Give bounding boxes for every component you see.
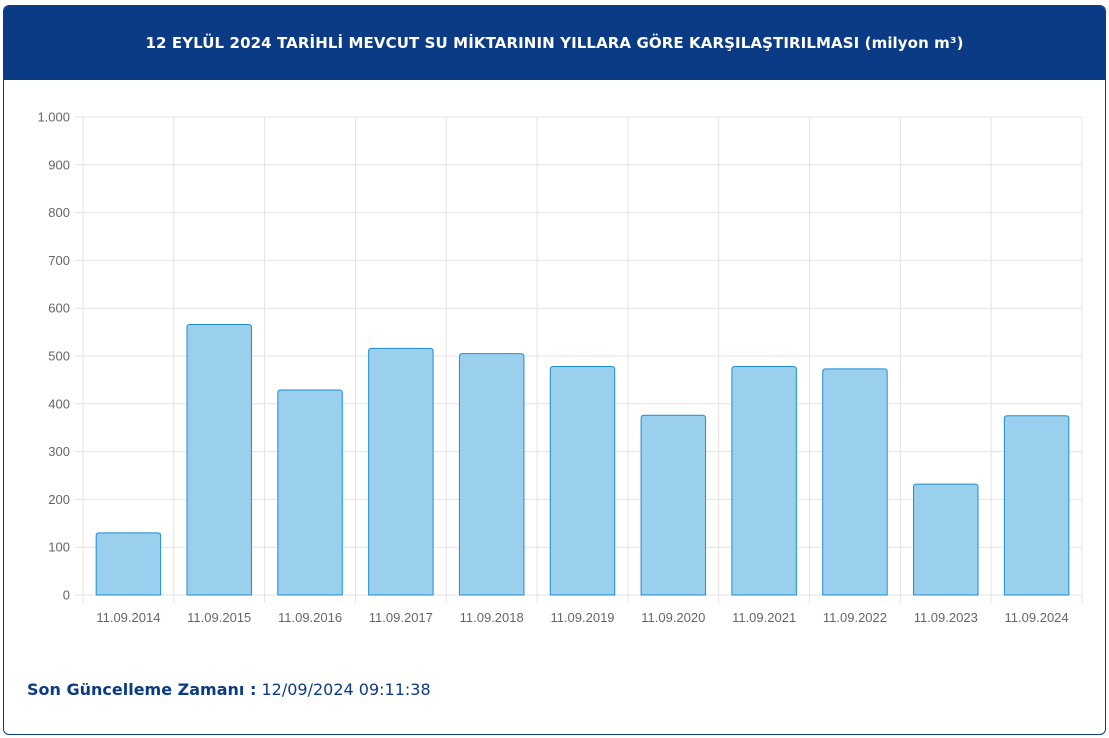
x-tick-label: 11.09.2014 [96,610,160,625]
y-tick-label: 500 [48,349,70,364]
bar [186,323,252,596]
bar [368,347,434,596]
x-tick-label: 11.09.2019 [550,610,614,625]
y-tick-label: 600 [48,301,70,316]
bar [95,532,162,596]
x-tick-label: 11.09.2017 [369,610,433,625]
bar [822,368,888,596]
chart-header: 12 EYLÜL 2024 TARİHLİ MEVCUT SU MİKTARIN… [4,6,1105,80]
last-update: Son Güncelleme Zamanı : 12/09/2024 09:11… [27,680,431,699]
y-tick-label: 700 [48,253,70,268]
x-tick-label: 11.09.2015 [187,610,251,625]
y-tick-label: 800 [48,205,70,220]
bar [549,366,616,596]
bar [640,414,707,596]
last-update-label: Son Güncelleme Zamanı : [27,680,257,699]
x-tick-label: 11.09.2024 [1005,610,1069,625]
last-update-value: 12/09/2024 09:11:38 [261,680,431,699]
bar [277,389,343,596]
y-tick-label: 1.000 [37,110,70,125]
bar [458,353,525,596]
chart-title: 12 EYLÜL 2024 TARİHLİ MEVCUT SU MİKTARIN… [145,34,964,52]
y-tick-label: 900 [48,157,70,172]
y-tick-label: 0 [63,588,70,603]
y-tick-label: 300 [48,444,70,459]
x-tick-label: 11.09.2020 [641,610,705,625]
y-tick-label: 200 [48,492,70,507]
x-tick-label: 11.09.2023 [914,610,978,625]
bar [731,366,797,596]
x-tick-label: 11.09.2022 [823,610,887,625]
x-tick-label: 11.09.2021 [732,610,796,625]
y-tick-label: 100 [48,540,70,555]
x-tick-label: 11.09.2016 [278,610,342,625]
y-tick-label: 400 [48,396,70,411]
bar [913,483,979,596]
x-tick-label: 11.09.2018 [460,610,524,625]
bar [1003,415,1070,596]
